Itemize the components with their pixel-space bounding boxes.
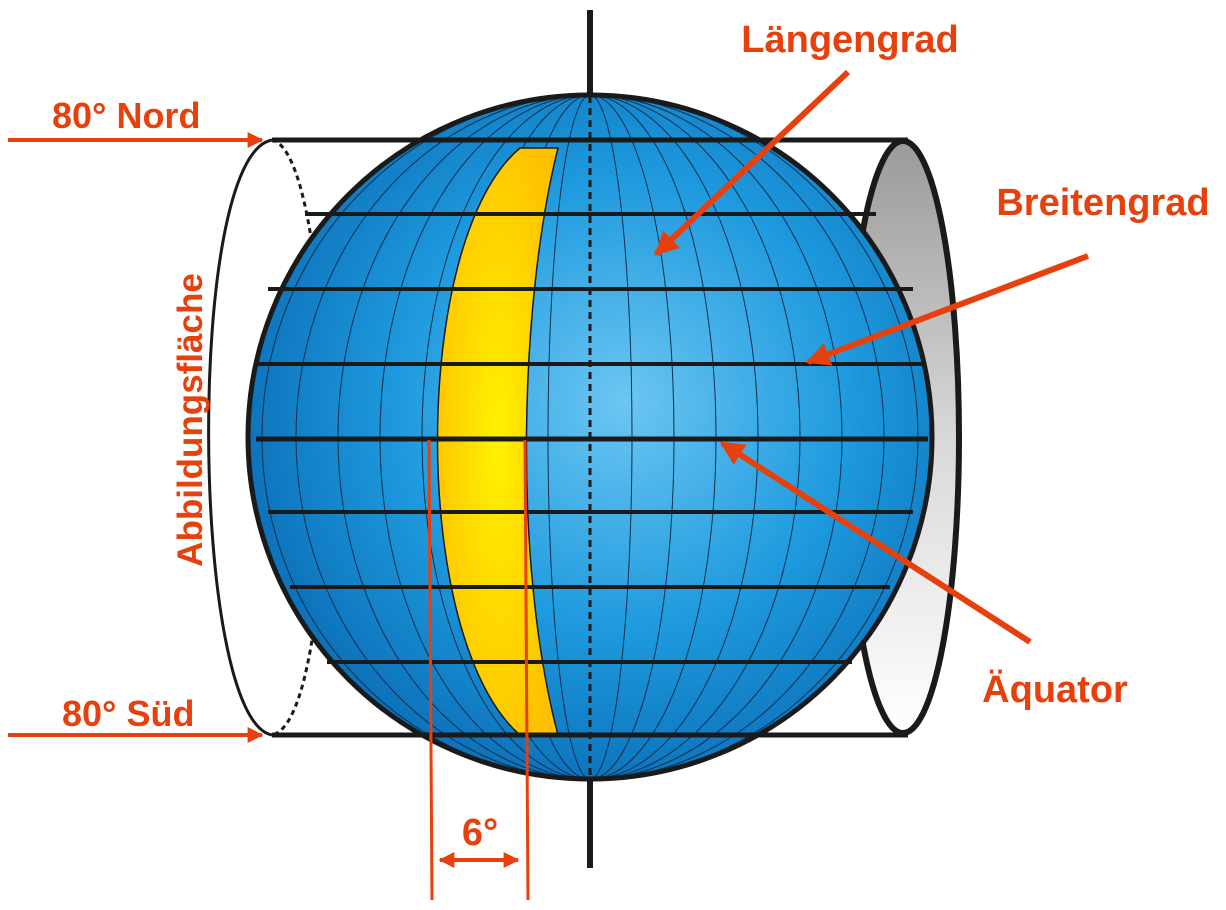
label-south: 80° Süd [62, 693, 194, 734]
zone-guide-right [523, 439, 530, 901]
arrow-latitude [805, 253, 1090, 366]
label-equator: Äquator [982, 668, 1128, 711]
label-surface: Abbildungsfläche [171, 273, 210, 567]
cylinder-left-front-arc [207, 138, 273, 737]
zone-guide-left [427, 439, 434, 901]
label-longitude: Längengrad [741, 19, 958, 61]
arrow-equator [719, 440, 1032, 645]
label-north: 80° Nord [52, 95, 200, 136]
label-zone-width: 6° [462, 812, 498, 854]
label-latitude: Breitengrad [996, 182, 1209, 224]
arrow-longitude [653, 69, 851, 257]
